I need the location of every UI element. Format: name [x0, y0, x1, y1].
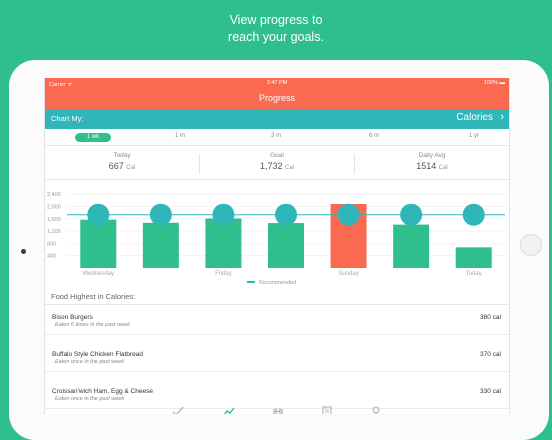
- recommended-point: [212, 203, 235, 226]
- stat-today: Today 667 Cal: [45, 152, 199, 171]
- food-name: Croissan'wich Ham, Egg & Cheese: [52, 388, 153, 395]
- recommended-point: [87, 203, 110, 226]
- carrier-label: Carrier ᯤ: [49, 82, 73, 88]
- section-title: Food Highest in Calories:: [51, 292, 136, 301]
- x-tick-label: Sunday: [338, 271, 358, 277]
- dumbbell-icon[interactable]: [272, 406, 284, 414]
- food-name: Buffalo Style Chicken Flatbread: [52, 351, 143, 358]
- page-title: Progress: [258, 93, 295, 103]
- tab-range-1yr[interactable]: 1 yr: [468, 133, 479, 139]
- y-tick-label: 800: [47, 241, 56, 247]
- chevron-right-icon[interactable]: ›: [500, 111, 504, 123]
- chart-bar: [455, 247, 492, 268]
- y-tick-label: 2,400: [47, 192, 61, 198]
- recommended-point: [337, 203, 360, 226]
- camera-icon: [21, 249, 26, 254]
- stat-unit: Cal: [285, 165, 295, 171]
- tab-range-6m[interactable]: 6 m: [368, 133, 379, 139]
- chart-bar: [205, 218, 242, 268]
- food-frequency: Eaten once in the past week: [55, 359, 125, 365]
- recommended-point: [149, 203, 172, 226]
- y-tick-label: 1,600: [47, 217, 61, 223]
- promo-line-1: View progress to: [229, 13, 323, 27]
- range-tabs: 1 wk 1 m 3 m 6 m 1 yr: [45, 129, 509, 146]
- notes-icon[interactable]: [321, 406, 333, 414]
- food-row[interactable]: Croissan'wich Ham, Egg & Cheese Eaten on…: [45, 379, 509, 409]
- food-calories: 380 cal: [480, 314, 501, 321]
- chart-selector-label: Chart My:: [51, 114, 84, 123]
- trend-icon[interactable]: [223, 406, 235, 414]
- stat-unit: Cal: [438, 165, 448, 171]
- stats-row: Today 667 Cal Goal 1,732 Cal Daily Avg 1…: [45, 146, 509, 180]
- y-tick-label: 400: [47, 254, 56, 260]
- nav-bar: Progress: [45, 88, 509, 109]
- status-bar: Carrier ᯤ 3:47 PM 100% ▬: [45, 78, 509, 88]
- food-row[interactable]: Bison Burgers Eaten 6 times in the past …: [45, 305, 509, 335]
- chart-selector-value[interactable]: Calories: [456, 112, 493, 123]
- stat-value: 1,732: [259, 161, 283, 171]
- stat-value: 667: [108, 161, 124, 171]
- y-tick-label: 2,000: [47, 204, 61, 210]
- promo-line-2: reach your goals.: [228, 30, 324, 44]
- food-calories: 370 cal: [480, 351, 501, 358]
- lightbulb-icon[interactable]: [370, 406, 382, 414]
- app-screen: Carrier ᯤ 3:47 PM 100% ▬ Progress Chart …: [44, 78, 510, 414]
- x-tick-label: Today: [466, 271, 482, 277]
- legend-swatch: [247, 281, 255, 283]
- divider: [199, 154, 200, 174]
- promo-text: View progress to reach your goals.: [0, 12, 552, 46]
- tab-bar: [45, 404, 509, 414]
- food-row[interactable]: Buffalo Style Chicken Flatbread Eaten on…: [45, 342, 509, 372]
- tab-range-1wk[interactable]: 1 wk: [75, 133, 111, 142]
- chart-bar: [268, 223, 304, 268]
- home-button[interactable]: [520, 234, 542, 256]
- chart-selector[interactable]: Chart My: Calories ›: [45, 109, 509, 129]
- stat-value: 1514: [416, 161, 437, 171]
- stat-unit: Cal: [126, 165, 136, 171]
- stat-title: Today: [113, 152, 131, 159]
- recommended-point: [275, 203, 297, 226]
- food-frequency: Eaten once in the past week: [55, 396, 125, 402]
- recommended-point: [462, 203, 485, 226]
- divider: [354, 154, 355, 174]
- divider: [45, 304, 509, 305]
- y-tick-label: 1,200: [47, 229, 61, 235]
- stat-goal: Goal 1,732 Cal: [200, 152, 354, 171]
- chart-bar: [393, 224, 430, 268]
- food-frequency: Eaten 6 times in the past week: [55, 322, 130, 328]
- x-tick-label: Friday: [215, 271, 232, 277]
- chart-bar: [142, 222, 179, 268]
- battery-label: 100% ▬: [483, 80, 505, 86]
- food-calories: 330 cal: [480, 388, 501, 395]
- tab-range-1m[interactable]: 1 m: [174, 133, 185, 139]
- stat-title: Goal: [270, 152, 284, 159]
- food-name: Bison Burgers: [52, 314, 93, 321]
- check-icon[interactable]: [172, 406, 184, 414]
- stat-daily-avg: Daily Avg 1514 Cal: [355, 152, 509, 171]
- calorie-chart: 2,400 2,000 1,600 1,200 800 400 Wednesday Frida…: [47, 192, 505, 286]
- x-tick-label: Wednesday: [82, 271, 114, 277]
- legend-label: Recommended: [259, 280, 296, 286]
- clock: 3:47 PM: [266, 80, 288, 86]
- chart-bar: [80, 219, 117, 268]
- stat-title: Daily Avg: [418, 152, 446, 159]
- tab-range-3m[interactable]: 3 m: [270, 133, 281, 139]
- recommended-point: [400, 203, 423, 226]
